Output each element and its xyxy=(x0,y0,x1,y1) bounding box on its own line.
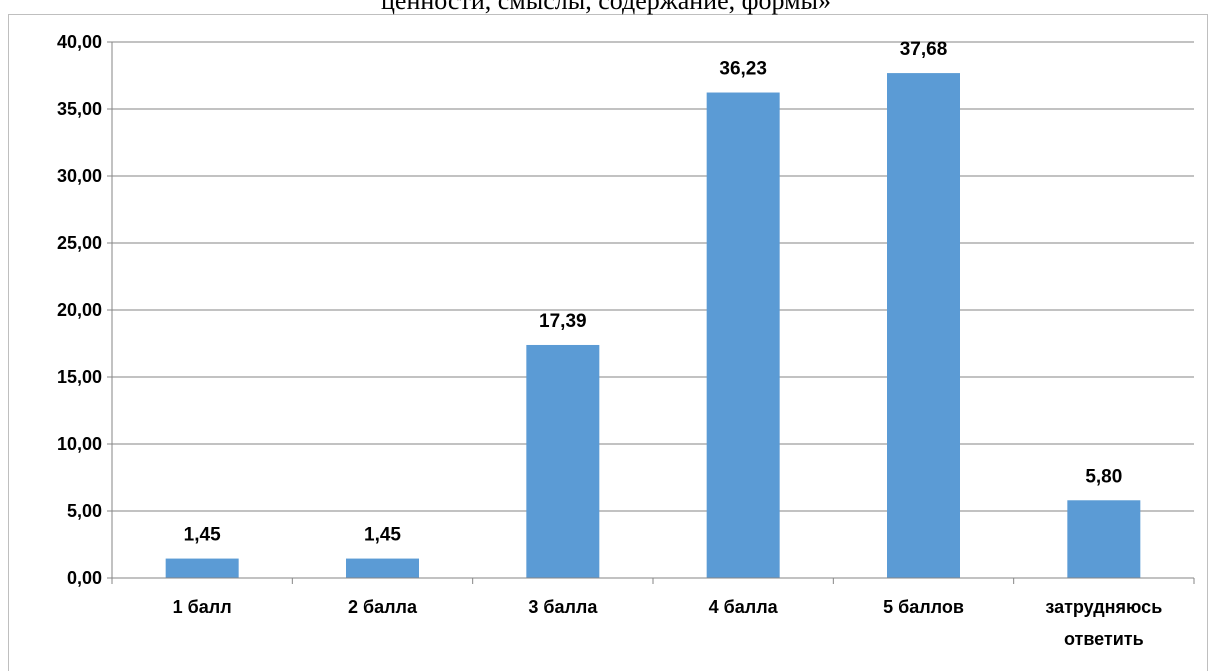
bar xyxy=(346,558,419,578)
y-tick-label: 25,00 xyxy=(57,233,102,253)
category-label: 4 балла xyxy=(709,597,779,617)
data-label: 1,45 xyxy=(364,525,401,546)
bar xyxy=(526,344,600,578)
y-tick-label: 0,00 xyxy=(67,568,102,588)
bar xyxy=(165,558,239,578)
y-tick-label: 35,00 xyxy=(57,99,102,119)
category-label: 3 балла xyxy=(528,597,598,617)
bar xyxy=(706,92,780,578)
y-tick-label: 40,00 xyxy=(57,32,102,52)
chart-frame xyxy=(8,14,1208,671)
y-tick-label: 15,00 xyxy=(57,367,102,387)
data-label: 17,39 xyxy=(539,311,587,332)
y-tick-label: 5,00 xyxy=(67,501,102,521)
labels: 0,00 5,00 10,00 15,00 20,00 25,00 30,00 35,00 40… xyxy=(57,32,1162,649)
data-label: 1,45 xyxy=(184,525,221,546)
bar xyxy=(1067,500,1141,578)
data-label: 36,23 xyxy=(719,59,767,80)
category-label: 5 баллов xyxy=(883,597,964,617)
chart-title: ценности, смыслы, содержание, формы» xyxy=(381,0,831,15)
y-tick-label: 30,00 xyxy=(57,166,102,186)
axes xyxy=(107,41,1195,584)
data-label: 37,68 xyxy=(900,39,948,60)
data-label: 5,80 xyxy=(1085,466,1122,487)
category-label: затрудняюсь ответить xyxy=(1045,597,1162,649)
gridlines xyxy=(112,41,1194,512)
category-label: 2 балла xyxy=(348,597,418,617)
y-tick-label: 10,00 xyxy=(57,434,102,454)
y-tick-label: 20,00 xyxy=(57,300,102,320)
bar xyxy=(887,73,960,578)
bars xyxy=(165,73,1141,578)
category-label: 1 балл xyxy=(173,597,232,617)
